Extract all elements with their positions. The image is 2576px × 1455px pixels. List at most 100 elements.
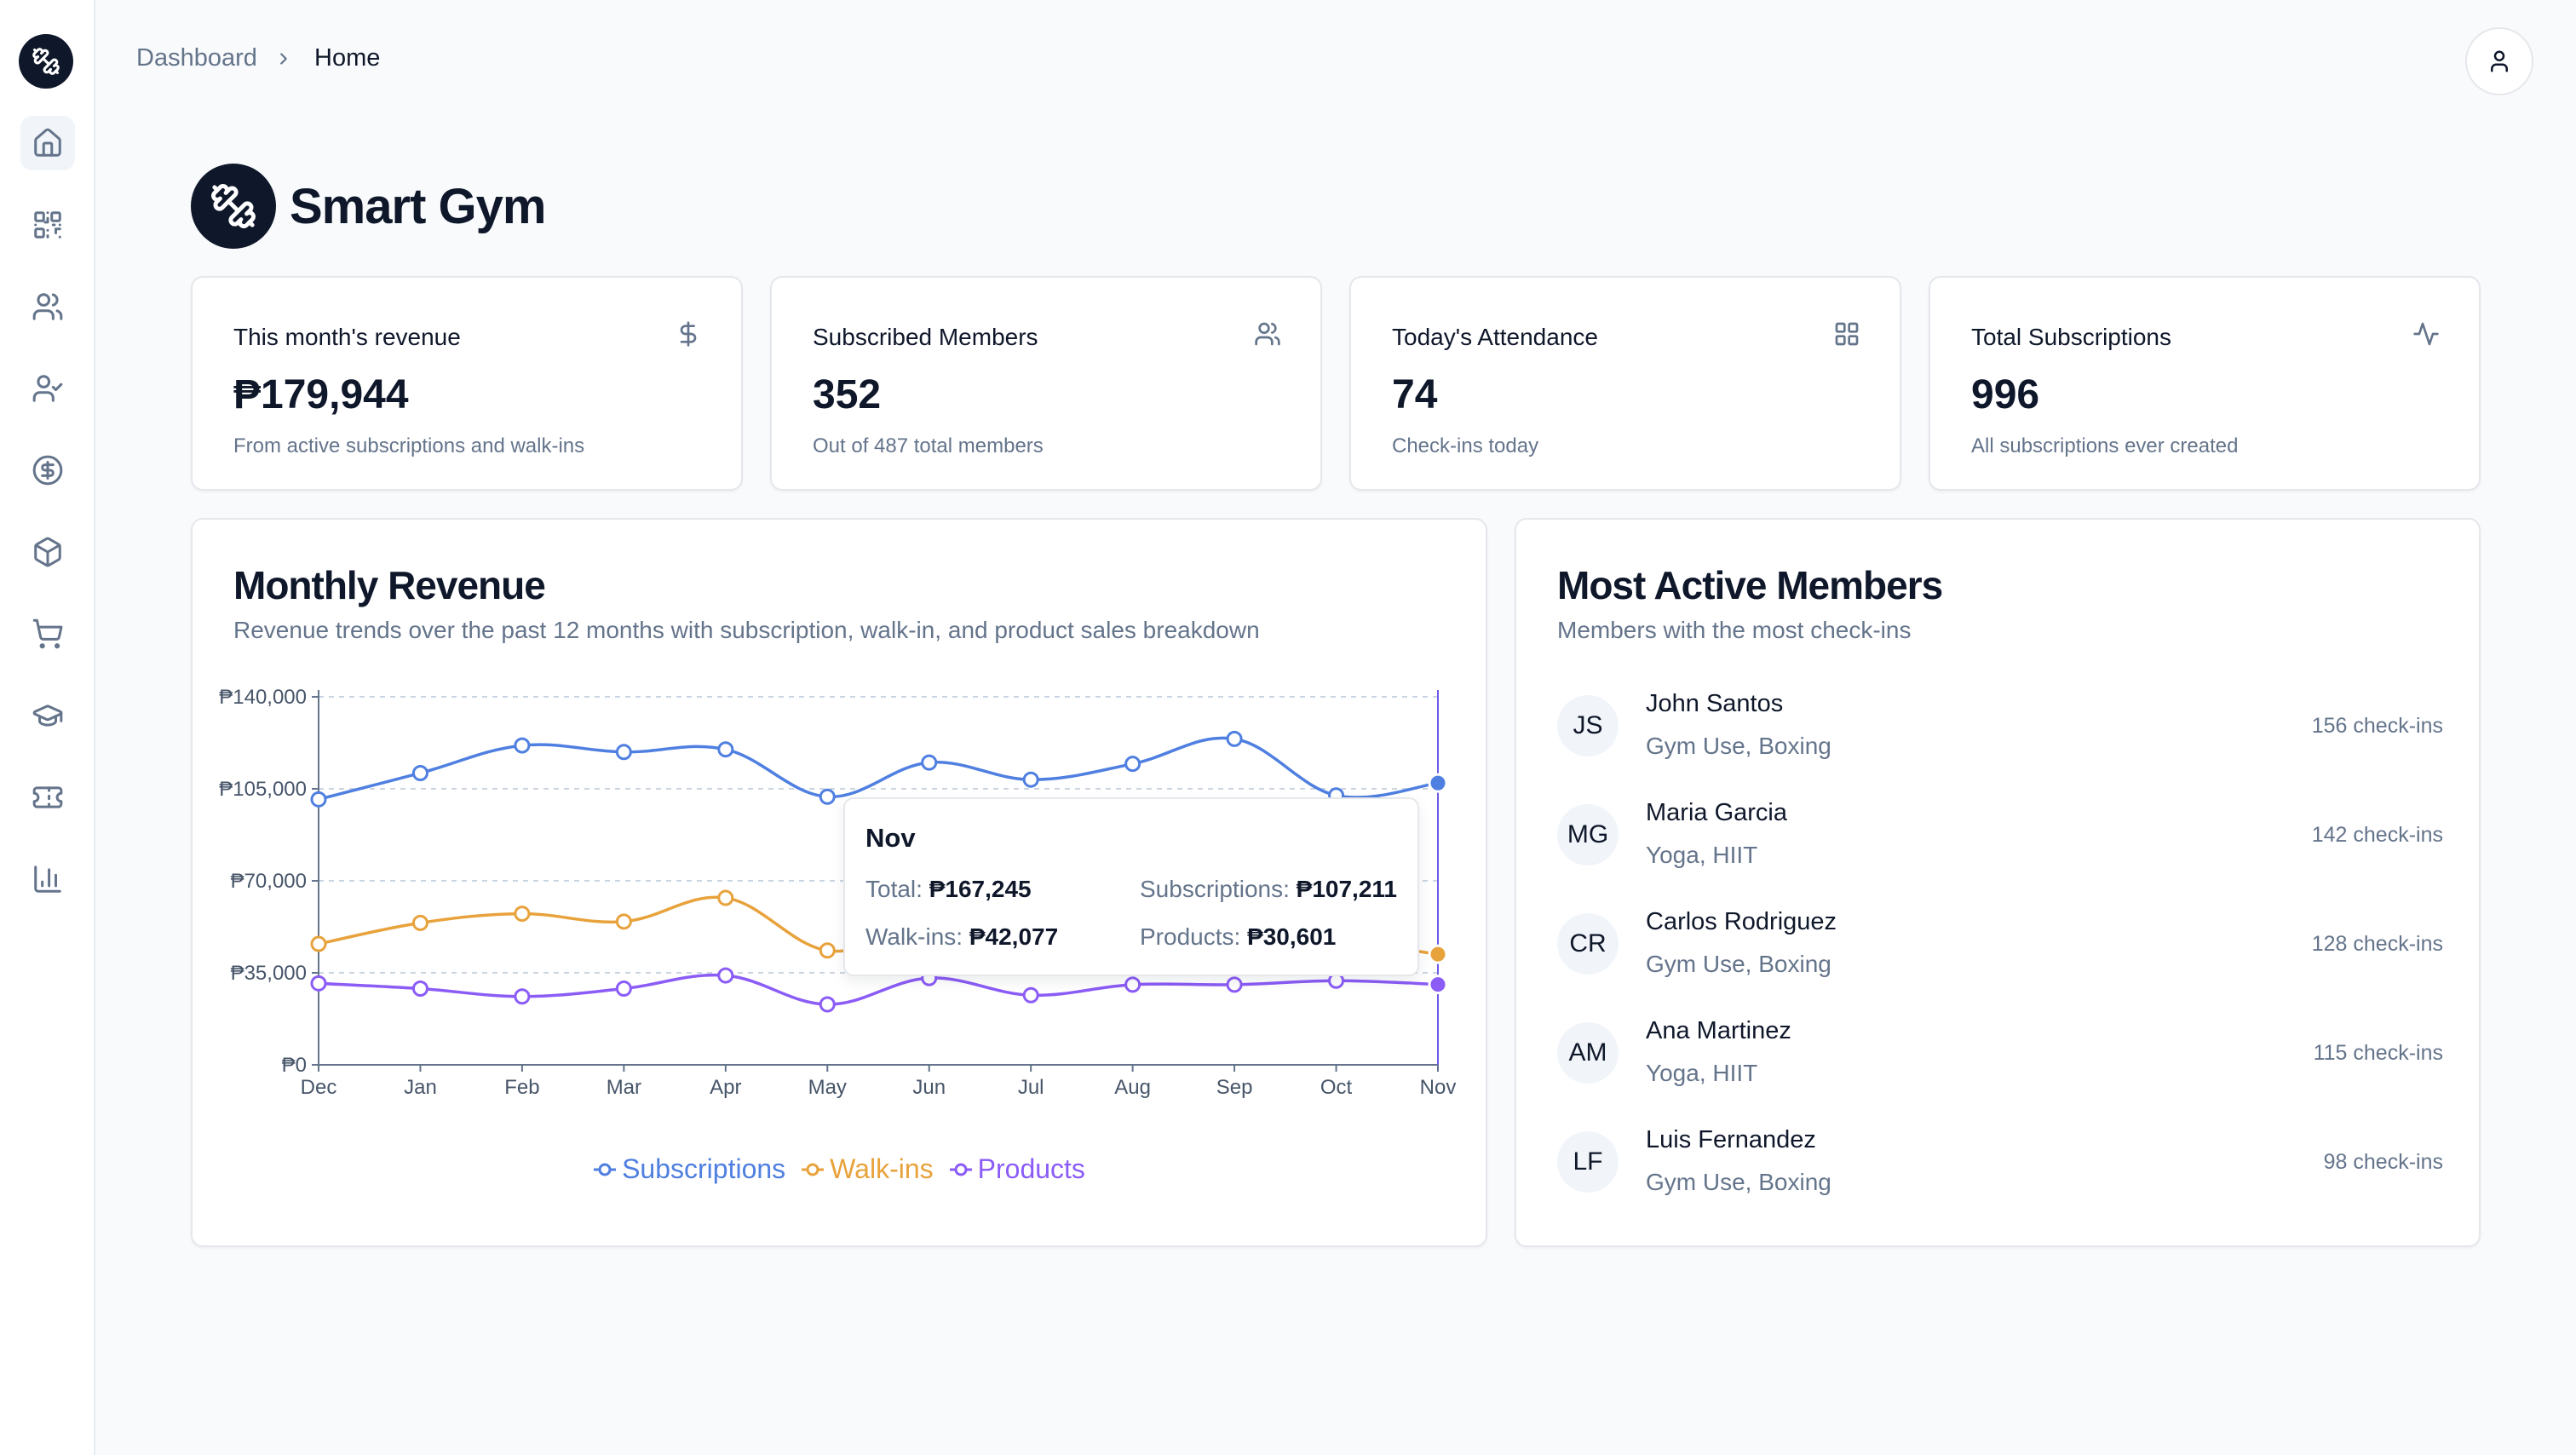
home-icon <box>34 128 61 157</box>
member-classes: Yoga, HIIT <box>1646 842 1758 868</box>
member-checkins: 128 check-ins <box>2311 932 2443 956</box>
member-row[interactable]: AM Ana Martinez Yoga, HIIT 115 check-ins <box>1557 1017 2443 1094</box>
sidebar-item-qr-scanner[interactable] <box>20 198 75 252</box>
tooltip-subscriptions-value: ₱107,211 <box>1296 876 1397 902</box>
x-tick-label: Jan <box>404 1076 437 1099</box>
page-title: Smart Gym <box>290 178 546 234</box>
users-icon <box>1255 322 1280 346</box>
sidebar-item-payments[interactable] <box>20 443 75 497</box>
sidebar-item-reports[interactable] <box>20 852 75 906</box>
y-tick-label: ₱35,000 <box>231 962 307 985</box>
sidebar-item-classes[interactable] <box>20 688 75 743</box>
tooltip-month: Nov <box>865 823 916 853</box>
data-point-subscriptions <box>514 737 531 754</box>
data-point-subscriptions <box>1428 773 1448 793</box>
member-checkins: 142 check-ins <box>2311 823 2443 847</box>
stat-description: All subscriptions ever created <box>1971 434 2239 457</box>
dumbbell-icon <box>32 48 60 75</box>
sidebar-item-inventory[interactable] <box>20 525 75 579</box>
stat-card-attendance: Today's Attendance 74 Check-ins today <box>1349 276 1901 491</box>
breadcrumb-dashboard[interactable]: Dashboard <box>136 44 257 72</box>
avatar: MG <box>1557 804 1619 866</box>
stat-card-total-subscriptions: Total Subscriptions 996 All subscription… <box>1929 276 2481 491</box>
brand-logo <box>191 164 276 249</box>
tooltip-total: Total: ₱167,245 <box>865 876 1032 903</box>
member-checkins: 98 check-ins <box>2323 1150 2443 1174</box>
data-point-products <box>819 996 836 1013</box>
chart-legend: Subscriptions Walk-ins Products <box>193 1153 1486 1185</box>
legend-marker-icon <box>594 1163 617 1176</box>
series-line-products <box>318 973 1439 1006</box>
member-row[interactable]: LF Luis Fernandez Gym Use, Boxing 98 che… <box>1557 1126 2443 1203</box>
legend-item-subscriptions[interactable]: Subscriptions <box>593 1153 785 1185</box>
legend-item-products[interactable]: Products <box>949 1153 1085 1185</box>
sidebar-item-attendance[interactable] <box>20 361 75 416</box>
data-point-subscriptions <box>615 744 632 761</box>
data-point-walk-ins <box>411 914 428 931</box>
stat-description: Check-ins today <box>1392 434 1539 457</box>
user-check-icon <box>32 375 63 402</box>
stat-label: Subscribed Members <box>813 324 1038 350</box>
y-tick-label: ₱0 <box>282 1054 307 1077</box>
sidebar-item-members[interactable] <box>20 279 75 334</box>
data-point-walk-ins <box>615 913 632 930</box>
tooltip-walkins-label: Walk-ins: <box>865 923 963 950</box>
member-row[interactable]: MG Maria Garcia Yoga, HIIT 142 check-ins <box>1557 799 2443 876</box>
x-tick-label: Feb <box>504 1076 539 1099</box>
data-point-products <box>514 988 531 1005</box>
data-point-subscriptions <box>1226 730 1243 747</box>
data-point-walk-ins <box>717 889 734 906</box>
data-point-subscriptions <box>819 788 836 805</box>
member-row[interactable]: JS John Santos Gym Use, Boxing 156 check… <box>1557 690 2443 767</box>
qr-code-icon <box>34 211 61 239</box>
stat-value: 352 <box>813 372 882 417</box>
data-point-products <box>1428 975 1448 995</box>
stat-card-revenue: This month's revenue ₱179,944 From activ… <box>191 276 743 491</box>
most-active-members-card: Most Active Members Members with the mos… <box>1515 518 2481 1247</box>
sidebar-item-pos[interactable] <box>20 607 75 661</box>
sidebar-item-subscriptions[interactable] <box>20 770 75 825</box>
sidebar-item-home[interactable] <box>20 116 75 170</box>
tooltip-subscriptions-label: Subscriptions: <box>1140 876 1290 902</box>
data-point-products <box>1226 976 1243 993</box>
bar-chart-icon <box>34 866 61 893</box>
breadcrumb-home: Home <box>314 44 381 72</box>
legend-item-walk-ins[interactable]: Walk-ins <box>801 1153 934 1185</box>
monthly-revenue-subtitle: Revenue trends over the past 12 months w… <box>233 617 1260 643</box>
legend-label: Walk-ins <box>830 1153 934 1184</box>
member-classes: Gym Use, Boxing <box>1646 1169 1831 1195</box>
data-point-products <box>310 975 327 992</box>
tooltip-products-label: Products: <box>1140 923 1241 950</box>
legend-label: Subscriptions <box>622 1153 786 1184</box>
member-name: Maria Garcia <box>1646 799 1787 826</box>
monthly-revenue-title: Monthly Revenue <box>233 563 546 607</box>
member-name: Ana Martinez <box>1646 1017 1791 1044</box>
stat-value: ₱179,944 <box>233 372 409 417</box>
member-name: John Santos <box>1646 690 1784 717</box>
stat-label: This month's revenue <box>233 324 461 350</box>
data-point-products <box>615 981 632 998</box>
x-tick-label: Apr <box>710 1076 741 1099</box>
avatar: JS <box>1557 695 1619 756</box>
y-tick-label: ₱140,000 <box>219 686 307 709</box>
data-point-subscriptions <box>1124 756 1141 773</box>
sidebar-logo[interactable] <box>19 34 73 89</box>
chevron-right-icon <box>280 53 287 65</box>
user-menu-button[interactable] <box>2465 27 2533 95</box>
dumbbell-icon <box>211 184 256 228</box>
x-tick-label: Mar <box>607 1076 641 1099</box>
cart-icon <box>32 618 63 649</box>
users-icon <box>32 293 63 320</box>
series-line-subscriptions <box>318 736 1439 802</box>
sidebar <box>0 0 95 1455</box>
member-classes: Yoga, HIIT <box>1646 1060 1758 1086</box>
data-point-walk-ins <box>310 935 327 952</box>
brand-header: Smart Gym <box>191 164 546 249</box>
data-point-walk-ins <box>819 942 836 959</box>
user-icon <box>2491 50 2508 72</box>
data-point-products <box>717 967 734 984</box>
stat-description: From active subscriptions and walk-ins <box>233 434 585 457</box>
member-row[interactable]: CR Carlos Rodriguez Gym Use, Boxing 128 … <box>1557 908 2443 985</box>
avatar: CR <box>1557 913 1619 975</box>
x-tick-label: Sep <box>1216 1076 1253 1099</box>
